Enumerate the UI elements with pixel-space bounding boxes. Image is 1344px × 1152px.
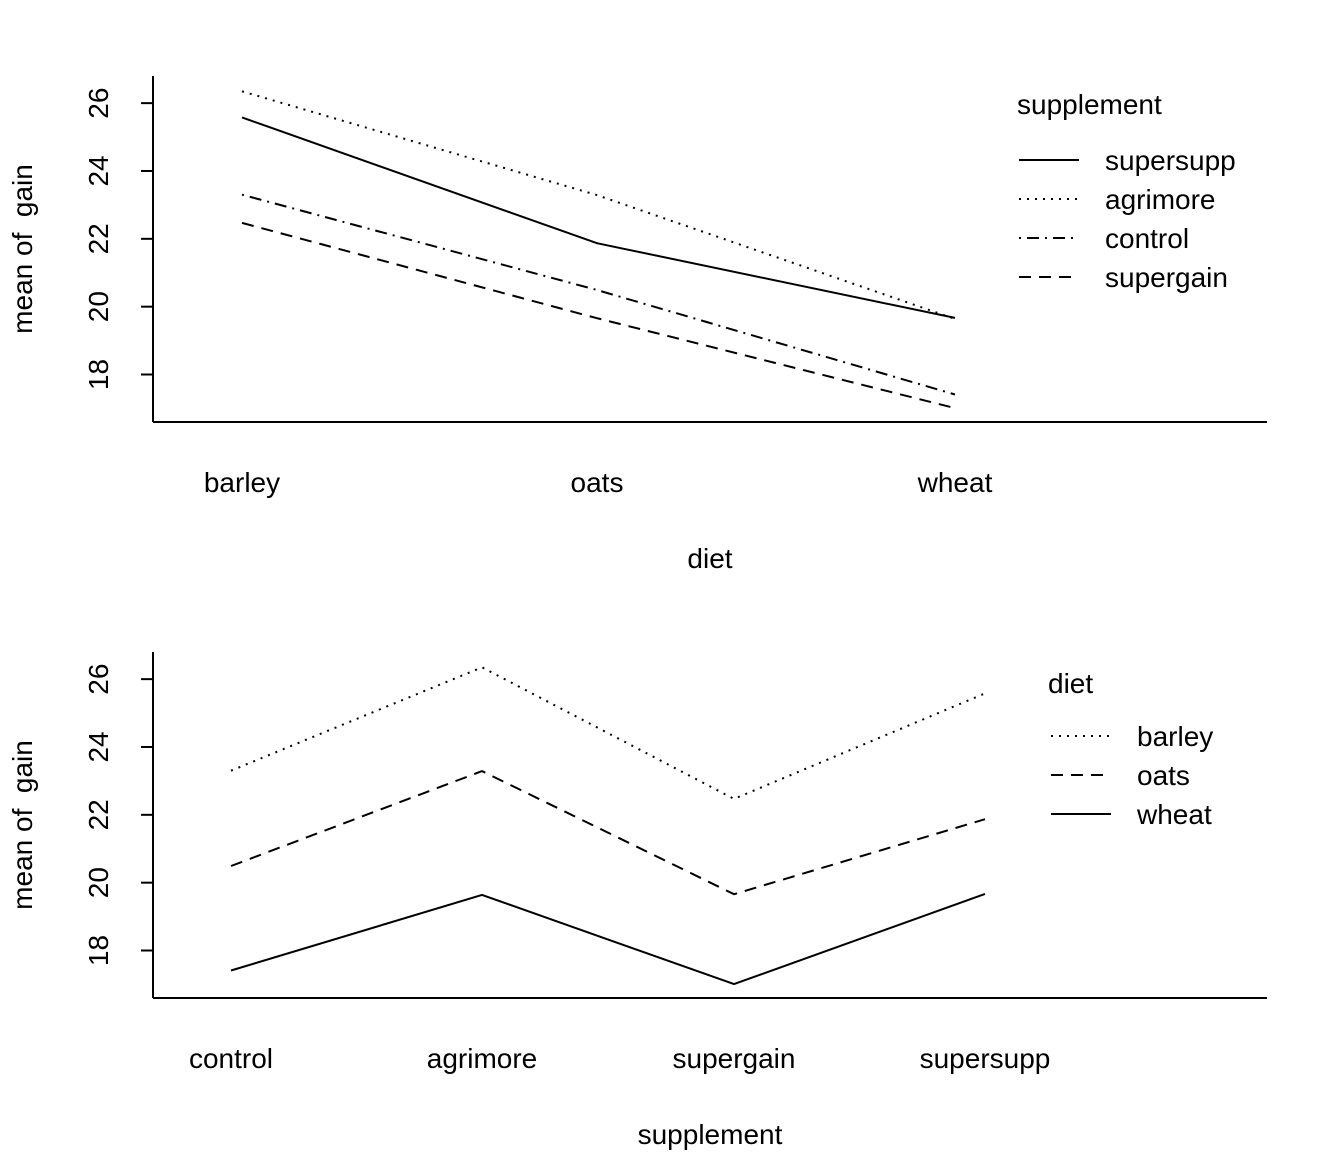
chart-panel-2: 18 20 22 24 26 control agrimore supergain supers…	[7, 652, 1267, 1150]
x-axis-title: diet	[687, 543, 732, 574]
legend-title: diet	[1048, 668, 1093, 699]
series-line-control	[241, 193, 956, 396]
y-tick-label: 24	[83, 155, 114, 186]
legend-entry-label: supersupp	[1105, 145, 1236, 176]
legend: diet barley oats wheat	[1048, 668, 1213, 830]
y-tick-label: 20	[83, 867, 114, 898]
legend-entry-label: agrimore	[1105, 184, 1215, 215]
x-axis-title: supplement	[638, 1119, 783, 1150]
legend-entry-label: oats	[1137, 760, 1190, 791]
x-tick-label: agrimore	[427, 1043, 537, 1074]
series-line-supergain	[241, 221, 956, 410]
y-tick-label: 22	[83, 223, 114, 254]
legend: supplement supersupp agrimore control superg…	[1017, 89, 1236, 293]
series-line-oats	[230, 770, 986, 896]
chart-panel-1: 18 20 22 24 26 barley oats wheat diet mean of gai…	[7, 76, 1267, 574]
legend-entry-label: control	[1105, 223, 1189, 254]
y-tick-label: 18	[83, 359, 114, 390]
x-tick-label: barley	[204, 467, 280, 498]
x-tick-label: supergain	[673, 1043, 796, 1074]
y-tick-label: 24	[83, 731, 114, 762]
y-tick-label: 20	[83, 291, 114, 322]
series-line-agrimore	[241, 90, 956, 320]
y-tick-label: 26	[83, 88, 114, 119]
y-tick-label: 22	[83, 799, 114, 830]
legend-entry-label: barley	[1137, 721, 1213, 752]
y-axis-title: mean of gain	[7, 164, 38, 334]
x-tick-label: oats	[571, 467, 624, 498]
x-tick-label: control	[189, 1043, 273, 1074]
series-line-wheat	[230, 892, 986, 986]
y-tick-label: 26	[83, 664, 114, 695]
x-tick-label: supersupp	[920, 1043, 1051, 1074]
legend-entry-label: supergain	[1105, 262, 1228, 293]
legend-entry-label: wheat	[1136, 799, 1212, 830]
y-axis-title: mean of gain	[7, 740, 38, 910]
series-line-supersupp	[241, 116, 956, 319]
x-tick-label: wheat	[917, 467, 993, 498]
legend-title: supplement	[1017, 89, 1162, 120]
y-tick-label: 18	[83, 935, 114, 966]
